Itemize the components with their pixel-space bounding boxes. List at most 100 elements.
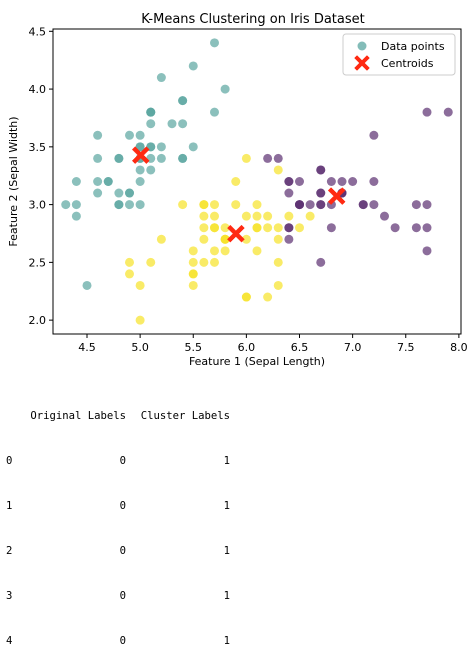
x-axis-label: Feature 1 (Sepal Length): [189, 355, 325, 368]
data-point-purple: [316, 188, 326, 198]
data-point-teal: [146, 119, 156, 129]
output-row: 2 0 1: [6, 544, 230, 559]
data-point-purple: [337, 177, 347, 186]
data-point-yellow: [273, 280, 283, 290]
data-point-purple: [326, 177, 336, 186]
cluster-label-value: 1: [223, 590, 230, 602]
original-label-value: 0: [119, 500, 126, 512]
data-point-yellow: [231, 200, 241, 210]
original-label-value: 0: [119, 545, 126, 557]
data-point-yellow: [252, 246, 262, 256]
data-point-purple: [326, 223, 336, 233]
centroid-marker: [227, 224, 245, 243]
y-axis: 2.0 2.5 3.0 3.5 4.0 4.5: [29, 25, 53, 327]
y-tick-label: 4.5: [29, 25, 47, 38]
data-point-teal: [71, 211, 81, 221]
data-point-yellow: [295, 223, 304, 233]
data-point-yellow: [263, 211, 273, 221]
data-point-teal: [188, 61, 198, 71]
data-point-purple: [273, 153, 283, 163]
cluster-label-value: 1: [223, 455, 230, 467]
original-label-value: 0: [119, 590, 126, 602]
legend-data-points-label: Data points: [381, 40, 445, 53]
data-point-purple: [348, 177, 358, 186]
centroid-legend-x: [354, 55, 370, 71]
output-row: 4 0 1: [6, 634, 230, 649]
data-point-teal: [135, 165, 145, 175]
data-point-teal: [93, 130, 103, 140]
legend-centroids-label: Centroids: [381, 57, 434, 70]
data-point-yellow: [156, 234, 166, 244]
data-point-yellow: [146, 257, 156, 267]
x-axis: 4.5 5.0 5.5 6.0 6.5 7.0 7.5 8.0: [78, 334, 468, 354]
data-point-yellow: [188, 257, 198, 267]
data-point-yellow: [305, 211, 315, 221]
plot-area: [61, 38, 453, 325]
data-point-yellow: [199, 257, 209, 267]
labels-output-table: Original Labels Cluster Labels 0 0 1 1 0 1 2 0…: [6, 379, 230, 664]
legend: Data points Centroids: [342, 33, 456, 76]
data-point-yellow: [220, 246, 230, 256]
original-label-value: 0: [119, 455, 126, 467]
cluster-label-value: 1: [223, 545, 230, 557]
data-point-teal: [125, 200, 134, 210]
data-point-teal: [210, 107, 219, 117]
data-point-purple: [316, 165, 326, 175]
x-tick-label: 7.0: [344, 341, 362, 354]
data-point-teal: [156, 142, 166, 152]
data-point-yellow: [135, 280, 145, 290]
x-tick-label: 7.5: [397, 341, 415, 354]
output-row: 0 0 1: [6, 454, 230, 469]
data-point-purple: [422, 107, 432, 117]
y-axis-label: Feature 2 (Sepal Width): [7, 116, 20, 246]
data-point-teal: [82, 280, 92, 290]
data-point-yellow: [210, 257, 219, 267]
data-point-yellow: [273, 223, 283, 233]
data-point-purple: [284, 223, 294, 233]
data-point-yellow: [273, 165, 283, 175]
y-tick-label: 3.5: [29, 141, 47, 154]
cluster-labels-header: Cluster Labels: [140, 410, 230, 422]
legend-centroids-marker: [354, 55, 370, 71]
data-point-purple: [422, 223, 432, 233]
row-index: 4: [6, 635, 13, 647]
data-point-teal: [103, 177, 113, 186]
plot-frame: [52, 28, 462, 335]
data-point-yellow: [252, 223, 262, 233]
data-point-purple: [443, 107, 453, 117]
y-tick-label: 2.5: [29, 256, 47, 269]
data-point-yellow: [263, 223, 273, 233]
output-row: 3 0 1: [6, 589, 230, 604]
data-point-teal: [167, 119, 177, 129]
data-point-teal: [188, 142, 198, 152]
data-point-purple: [305, 200, 315, 210]
data-point-teal: [71, 177, 81, 186]
data-point-yellow: [188, 280, 198, 290]
data-point-yellow: [241, 234, 251, 244]
y-tick-label: 2.0: [29, 314, 47, 327]
data-point-teal: [114, 153, 124, 163]
data-point-yellow: [220, 234, 230, 244]
data-point-yellow: [241, 211, 251, 221]
data-point-teal: [61, 200, 71, 210]
data-point-yellow: [252, 211, 262, 221]
data-point-yellow: [135, 315, 145, 325]
data-point-yellow: [210, 200, 219, 210]
data-point-yellow: [220, 223, 230, 233]
x-tick-label: 5.5: [185, 341, 203, 354]
data-point-teal: [135, 130, 145, 140]
data-point-teal: [146, 165, 156, 175]
cluster-label-value: 1: [223, 635, 230, 647]
data-point-purple: [358, 200, 368, 210]
legend-data-points-marker: [357, 41, 367, 51]
output-row: 1 0 1: [6, 499, 230, 514]
x-tick-label: 4.5: [78, 341, 96, 354]
x-tick-label: 6.0: [238, 341, 256, 354]
data-point-purple: [316, 257, 326, 267]
data-point-yellow: [199, 234, 209, 244]
data-point-yellow: [210, 223, 219, 233]
x-tick-label: 6.5: [291, 341, 309, 354]
data-point-teal: [93, 177, 103, 186]
data-point-teal: [220, 84, 230, 94]
data-point-purple: [411, 200, 421, 210]
